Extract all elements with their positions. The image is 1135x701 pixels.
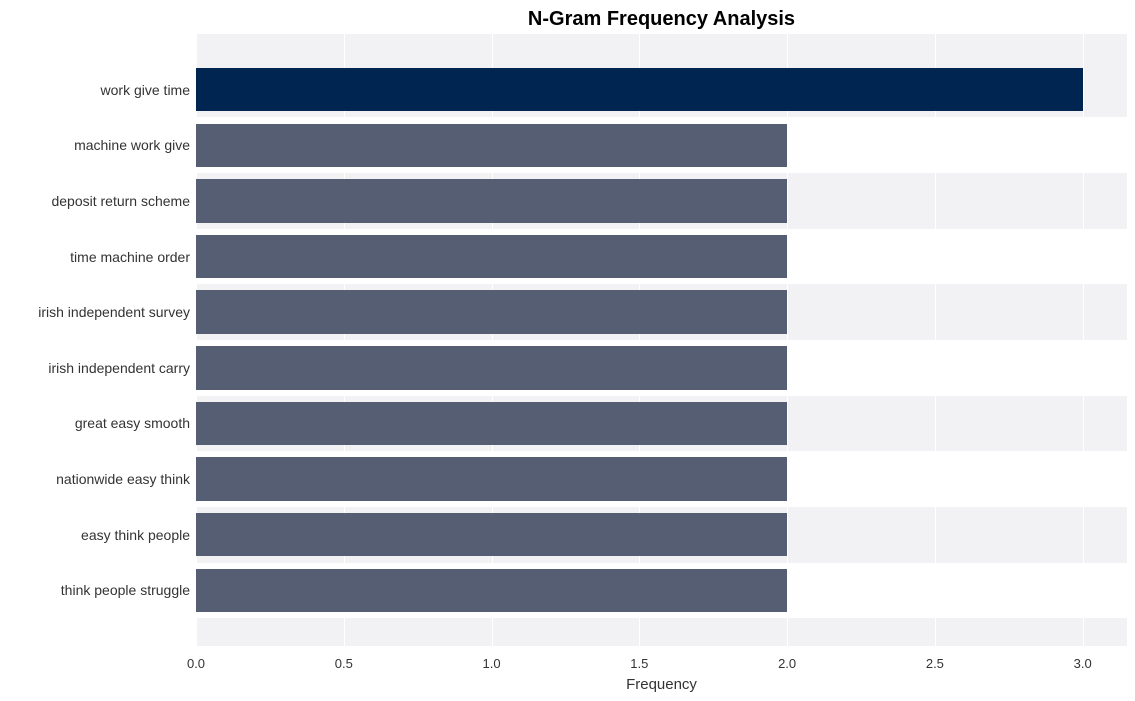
bar — [196, 513, 787, 556]
x-tick-label: 2.5 — [926, 656, 944, 671]
x-tick-label: 1.0 — [483, 656, 501, 671]
x-tick-label: 2.0 — [778, 656, 796, 671]
y-tick-label: machine work give — [0, 137, 190, 153]
y-tick-label: easy think people — [0, 527, 190, 543]
x-tick-label: 3.0 — [1074, 656, 1092, 671]
chart-container: N-Gram Frequency Analysis work give time… — [0, 0, 1135, 701]
row-band — [196, 618, 1127, 646]
x-tick-label: 0.5 — [335, 656, 353, 671]
y-tick-label: time machine order — [0, 249, 190, 265]
bar — [196, 290, 787, 333]
x-tick-label: 0.0 — [187, 656, 205, 671]
bar — [196, 179, 787, 222]
x-tick-label: 1.5 — [630, 656, 648, 671]
chart-title: N-Gram Frequency Analysis — [196, 8, 1127, 31]
plot-area — [196, 34, 1127, 646]
bar — [196, 68, 1083, 111]
bar — [196, 346, 787, 389]
y-tick-label: irish independent survey — [0, 304, 190, 320]
bar — [196, 402, 787, 445]
y-tick-label: deposit return scheme — [0, 193, 190, 209]
y-tick-label: irish independent carry — [0, 360, 190, 376]
row-band — [196, 34, 1127, 62]
grid-line — [1083, 34, 1084, 646]
y-tick-label: great easy smooth — [0, 415, 190, 431]
bar — [196, 457, 787, 500]
bar — [196, 124, 787, 167]
bar — [196, 569, 787, 612]
bar — [196, 235, 787, 278]
y-tick-label: think people struggle — [0, 582, 190, 598]
y-tick-label: nationwide easy think — [0, 471, 190, 487]
x-axis-label: Frequency — [626, 676, 697, 693]
grid-line — [935, 34, 936, 646]
y-tick-label: work give time — [0, 82, 190, 98]
grid-line — [787, 34, 788, 646]
